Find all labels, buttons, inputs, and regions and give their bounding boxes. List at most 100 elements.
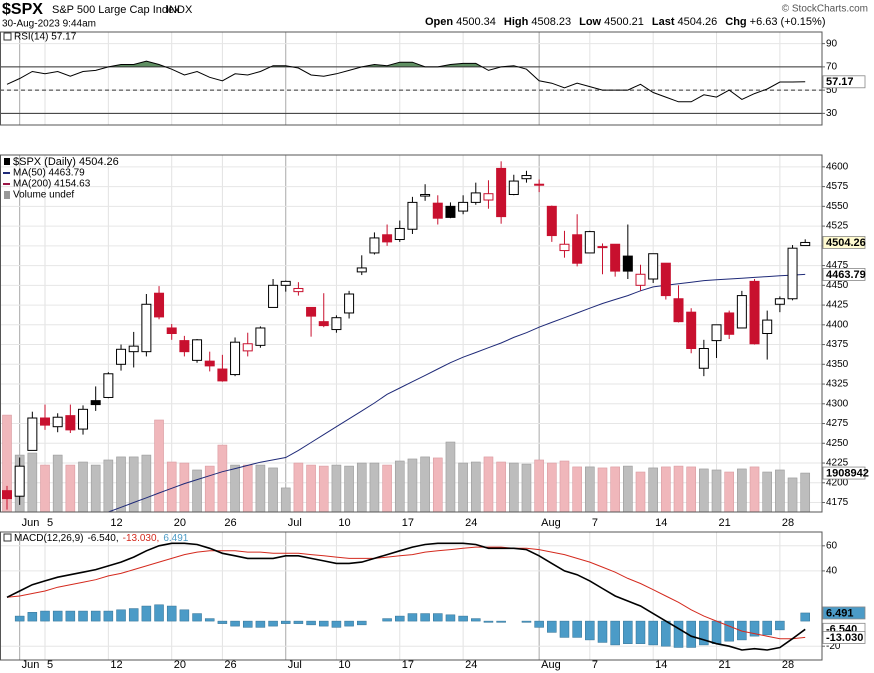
histogram-bar	[204, 618, 215, 622]
symbol: $SPX	[2, 1, 43, 18]
volume-bar	[90, 464, 101, 512]
candle-body	[432, 202, 443, 219]
candle-body	[331, 317, 342, 331]
volume-bar	[724, 471, 734, 512]
candle-body	[179, 340, 190, 353]
value-badge-text: 6.491	[826, 607, 854, 619]
macd-line	[6, 542, 806, 651]
candle-body	[14, 465, 25, 497]
panel: -20 40 60 Jun 5 12 20 26 Jul 10 17 24 Aug 7 14 21 28 MACD…	[0, 531, 866, 671]
candle-body	[420, 193, 431, 197]
volume-bar	[623, 465, 633, 512]
candle-body	[483, 193, 494, 201]
x-tick-label: 12	[110, 659, 122, 671]
histogram-bar	[699, 620, 709, 646]
candle-body	[521, 175, 532, 180]
histogram-bar	[242, 620, 253, 628]
legend: $SPX (Daily) 4504.26	[13, 156, 119, 168]
volume-bar	[458, 462, 468, 512]
volume-bar	[369, 462, 380, 512]
candle-body	[749, 280, 760, 345]
volume-bar	[648, 467, 658, 512]
candle-body	[65, 415, 76, 431]
volume-bar	[521, 463, 532, 512]
plot-area	[0, 532, 822, 660]
panel-frame	[0, 31, 823, 126]
histogram-bar	[306, 620, 316, 626]
y-tick-label: 4525	[826, 221, 849, 232]
histogram-bar	[800, 612, 810, 622]
volume-bar	[382, 464, 392, 512]
histogram-bar	[280, 620, 291, 624]
histogram-bar	[255, 620, 266, 628]
candle-body	[660, 262, 671, 297]
y-tick-label: 30	[826, 108, 838, 119]
y-tick-label: 4375	[826, 339, 849, 350]
histogram-bar	[293, 620, 304, 624]
y-tick-label: 60	[826, 540, 838, 551]
candle-body	[534, 183, 545, 186]
legend-part: -13.030,	[123, 533, 160, 544]
candle-body	[78, 408, 89, 430]
histogram-bar	[141, 605, 152, 622]
histogram-bar	[357, 620, 367, 626]
legend-icon	[3, 32, 12, 41]
histogram-bar	[648, 620, 658, 646]
histogram-bar	[90, 610, 101, 622]
legend: MACD(12,26,9) -6.540, -13.030, 6.491	[14, 533, 189, 544]
candle-body	[280, 280, 291, 286]
histogram-bar	[395, 615, 405, 622]
volume-bar	[559, 460, 570, 512]
candle-body	[344, 293, 355, 314]
y-tick-label: 90	[826, 38, 838, 49]
candle-body	[711, 324, 722, 342]
histogram-bar	[471, 618, 481, 622]
candle-body	[572, 234, 583, 264]
candle-body	[496, 167, 507, 218]
histogram-bar	[559, 620, 570, 638]
x-tick-label: 26	[224, 517, 236, 529]
x-tick-label: 5	[47, 517, 53, 529]
plot-area	[0, 155, 822, 512]
volume-bar	[432, 457, 443, 512]
volume-bar	[154, 419, 164, 512]
x-tick-label: Jun	[22, 659, 40, 671]
x-tick-label: Aug	[541, 659, 561, 671]
histogram-bar	[14, 615, 25, 622]
volume-bar	[597, 467, 608, 512]
exchange: INDX	[166, 4, 193, 16]
histogram-bar	[192, 613, 202, 622]
histogram-bar	[407, 613, 418, 622]
value-badge-text: 4504.26	[826, 237, 866, 249]
volume-bar	[483, 456, 494, 512]
histogram-bar	[610, 620, 620, 646]
plot-area	[0, 32, 822, 125]
histogram-bar	[27, 612, 38, 622]
volume-bar	[40, 464, 50, 512]
value-badge-text: 1908942	[826, 467, 869, 479]
y-tick-label: 4425	[826, 300, 849, 311]
y-tick-label: 40	[826, 566, 838, 577]
candle-body	[559, 243, 570, 252]
volume-bar	[775, 469, 785, 512]
volume-bar	[141, 454, 152, 512]
x-tick-label: 17	[402, 517, 414, 529]
volume-bar	[508, 462, 519, 512]
histogram-bar	[496, 620, 506, 623]
volume-bar	[344, 465, 354, 512]
y-tick-label: 4350	[826, 359, 849, 370]
volume-bar	[255, 464, 266, 512]
volume-bar	[2, 414, 12, 512]
x-tick-label: 10	[338, 517, 350, 529]
candle-body	[458, 201, 469, 212]
index-name: S&P 500 Large Cap Index	[52, 4, 180, 16]
volume-bar	[27, 452, 38, 512]
candle-body	[597, 246, 608, 249]
value-badge	[822, 466, 866, 480]
volume-bar	[610, 466, 620, 512]
x-tick-label: Jul	[288, 517, 302, 529]
legend-icon	[4, 158, 10, 165]
histogram-bar	[382, 618, 392, 622]
volume-bar	[547, 462, 557, 512]
